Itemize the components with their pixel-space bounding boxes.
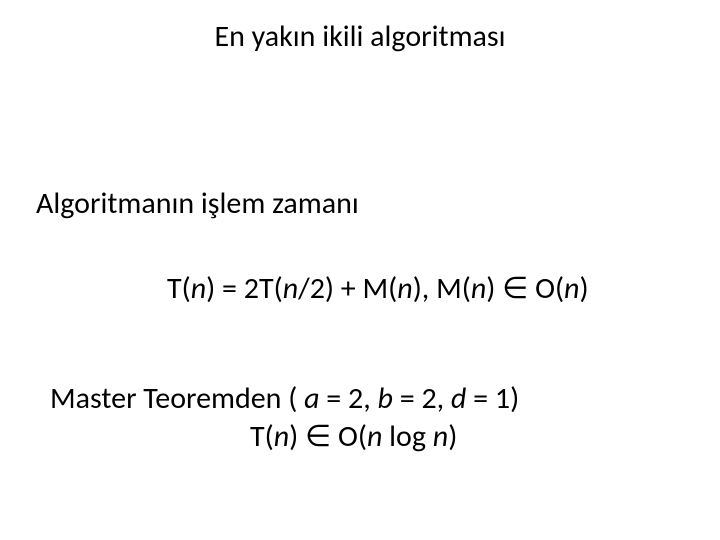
- var-n: n: [471, 270, 486, 307]
- text: O(: [331, 418, 367, 455]
- var-n: n: [283, 270, 298, 307]
- var-n: n: [433, 418, 448, 455]
- recurrence-formula: T(n) = 2T(n/2) + M(n), M(n) ∈ O(n): [167, 270, 589, 307]
- text: = 2,: [320, 380, 378, 417]
- text: Master Teoremden (: [50, 380, 304, 417]
- var-b: b: [378, 380, 393, 417]
- result-formula: T(n) ∈ O(n log n): [250, 418, 457, 455]
- var-a: a: [304, 380, 319, 417]
- text: T(: [250, 418, 274, 455]
- var-d: d: [451, 380, 466, 417]
- text: ): [486, 270, 502, 307]
- slide: En yakın ikili algoritması Algoritmanın …: [0, 0, 720, 540]
- var-n: n: [564, 270, 579, 307]
- text: ): [579, 270, 588, 307]
- slide-title: En yakın ikili algoritması: [0, 18, 720, 55]
- text: O(: [528, 270, 564, 307]
- var-n: n: [274, 418, 289, 455]
- text: ), M(: [413, 270, 471, 307]
- var-n: n: [367, 418, 382, 455]
- text: = 2,: [393, 380, 451, 417]
- var-n: n: [191, 270, 206, 307]
- text: = 1): [466, 380, 519, 417]
- text: /2) + M(: [298, 270, 397, 307]
- text: ) = 2T(: [206, 270, 283, 307]
- var-n: n: [397, 270, 412, 307]
- section-heading: Algoritmanın işlem zamanı: [36, 185, 359, 222]
- text: log: [382, 418, 432, 455]
- element-of-icon: ∈: [502, 272, 528, 305]
- element-of-icon: ∈: [305, 420, 331, 453]
- text: ): [448, 418, 457, 455]
- text: T(: [167, 270, 191, 307]
- text: ): [289, 418, 305, 455]
- master-theorem-line: Master Teoremden ( a = 2, b = 2, d = 1): [50, 380, 519, 417]
